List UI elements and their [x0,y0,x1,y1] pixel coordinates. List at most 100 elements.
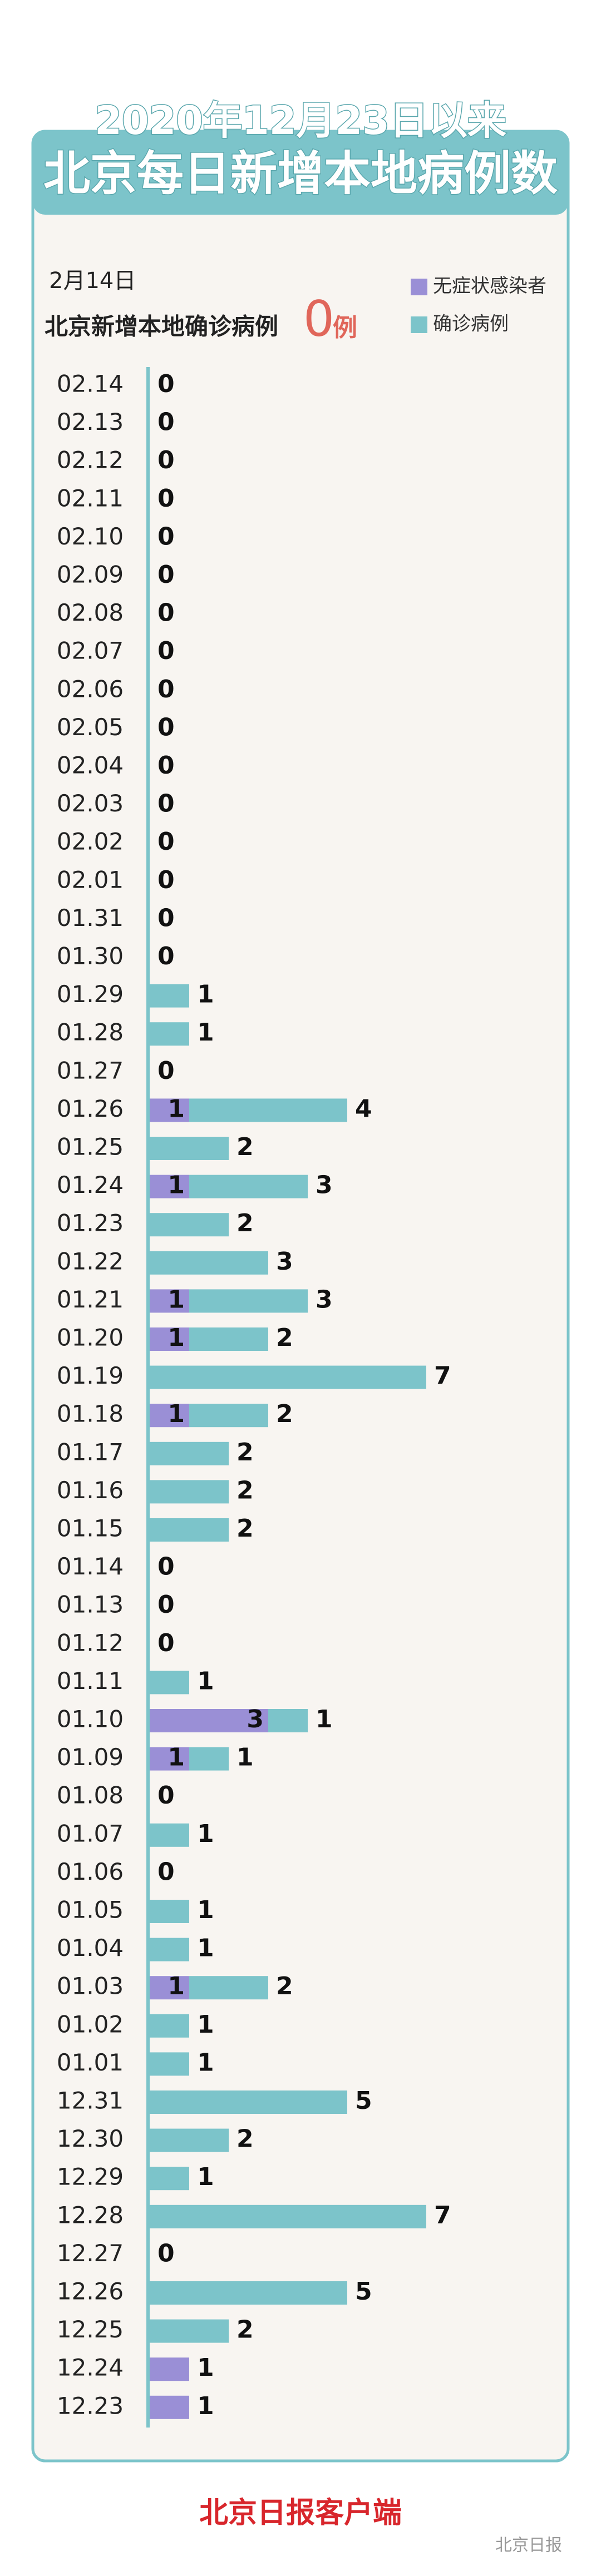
row-label: 01.15 [57,1515,124,1542]
row-label: 01.10 [57,1706,124,1733]
bar-segment [150,2281,347,2305]
bar-segment [150,1251,268,1275]
value-label: 7 [434,2201,451,2230]
row-label: 01.25 [57,1133,124,1161]
bar-segment [150,2090,347,2114]
value-label: 0 [157,446,175,474]
value-label: 0 [157,713,175,741]
value-label: 0 [157,904,175,932]
legend-swatch [411,279,427,295]
value-label: 2 [237,1476,254,1504]
value-label: 2 [237,1133,254,1161]
row-label: 01.14 [57,1553,124,1580]
value-label: 0 [157,1629,175,1657]
value-label: 0 [157,1781,175,1810]
value-label: 1 [197,1896,214,1924]
row-label: 12.25 [57,2316,124,2343]
row-label: 12.24 [57,2354,124,2381]
bar-segment [150,1709,268,1732]
value-label: 1 [197,2010,214,2039]
row-label: 01.05 [57,1896,124,1924]
bar-segment [150,1747,189,1771]
row-label: 02.05 [57,714,124,741]
bar-segment [150,1365,426,1389]
bar-segment [150,2014,189,2038]
legend-label: 无症状感染者 [433,275,546,298]
row-label: 02.12 [57,447,124,474]
bar-segment [150,2395,189,2419]
footer-logo: 北京日报客户端 [199,2496,402,2530]
row-label: 01.11 [57,1667,124,1695]
banner [33,131,568,215]
value-label: 2 [237,2316,254,2344]
value-label: 2 [237,1209,254,1237]
bar-segment [189,1747,229,1771]
value-label: 2 [276,1972,293,2000]
bar-segment [189,1327,268,1351]
value-label: 0 [157,1057,175,1085]
value-label: 1 [168,1285,185,1314]
bar-segment [150,1289,189,1313]
value-label: 1 [168,1324,185,1352]
value-label: 0 [157,484,175,513]
row-label: 01.07 [57,1820,124,1847]
value-label: 5 [355,2087,372,2115]
value-label: 0 [157,1591,175,1619]
value-label: 1 [197,1667,214,1695]
value-label: 3 [316,1171,333,1200]
legend-swatch [411,316,427,333]
row-label: 01.27 [57,1057,124,1084]
row-label: 12.26 [57,2278,124,2305]
value-label: 0 [157,2239,175,2267]
value-label: 4 [355,1094,372,1123]
bar-segment [150,1404,189,1428]
value-label: 3 [276,1247,293,1276]
row-label: 12.29 [57,2163,124,2191]
row-label: 02.06 [57,675,124,702]
value-label: 1 [197,2163,214,2191]
row-label: 12.30 [57,2125,124,2152]
value-label: 1 [197,2392,214,2420]
bar-segment [150,1327,189,1351]
bar-segment [150,1137,229,1160]
row-label: 01.02 [57,2010,124,2038]
value-label: 1 [197,2048,214,2077]
row-label: 02.03 [57,790,124,817]
value-label: 0 [157,751,175,780]
row-label: 01.13 [57,1591,124,1618]
value-label: 0 [157,599,175,627]
bar-segment [150,2167,189,2191]
row-label: 01.16 [57,1477,124,1504]
bar-segment [150,1671,189,1695]
value-label: 3 [316,1285,333,1314]
row-label: 12.27 [57,2240,124,2267]
value-label: 1 [168,1972,185,2000]
bar-segment [150,2357,189,2381]
row-label: 01.04 [57,1934,124,1961]
bar-segment [189,1976,268,2000]
row-label: 02.07 [57,637,124,665]
row-label: 02.13 [57,408,124,435]
row-label: 12.23 [57,2392,124,2419]
row-label: 01.30 [57,943,124,970]
bar-segment [150,2205,426,2228]
value-label: 3 [247,1705,264,1733]
value-label: 1 [316,1705,333,1733]
row-label: 01.01 [57,2049,124,2076]
bar-segment [189,1175,308,1198]
bar-segment [150,2319,229,2343]
bar-segment [150,1213,229,1237]
row-label: 01.29 [57,980,124,1008]
value-label: 0 [157,408,175,437]
value-label: 1 [168,1094,185,1123]
row-label: 01.22 [57,1247,124,1275]
value-label: 1 [197,980,214,1009]
value-label: 0 [157,942,175,970]
bar-segment [150,1938,189,1961]
bar-segment [150,1900,189,1923]
headline: 北京新增本地确诊病例 [45,313,278,340]
bar-segment [150,1518,229,1542]
row-label: 02.11 [57,484,124,512]
value-label: 7 [434,1362,451,1390]
